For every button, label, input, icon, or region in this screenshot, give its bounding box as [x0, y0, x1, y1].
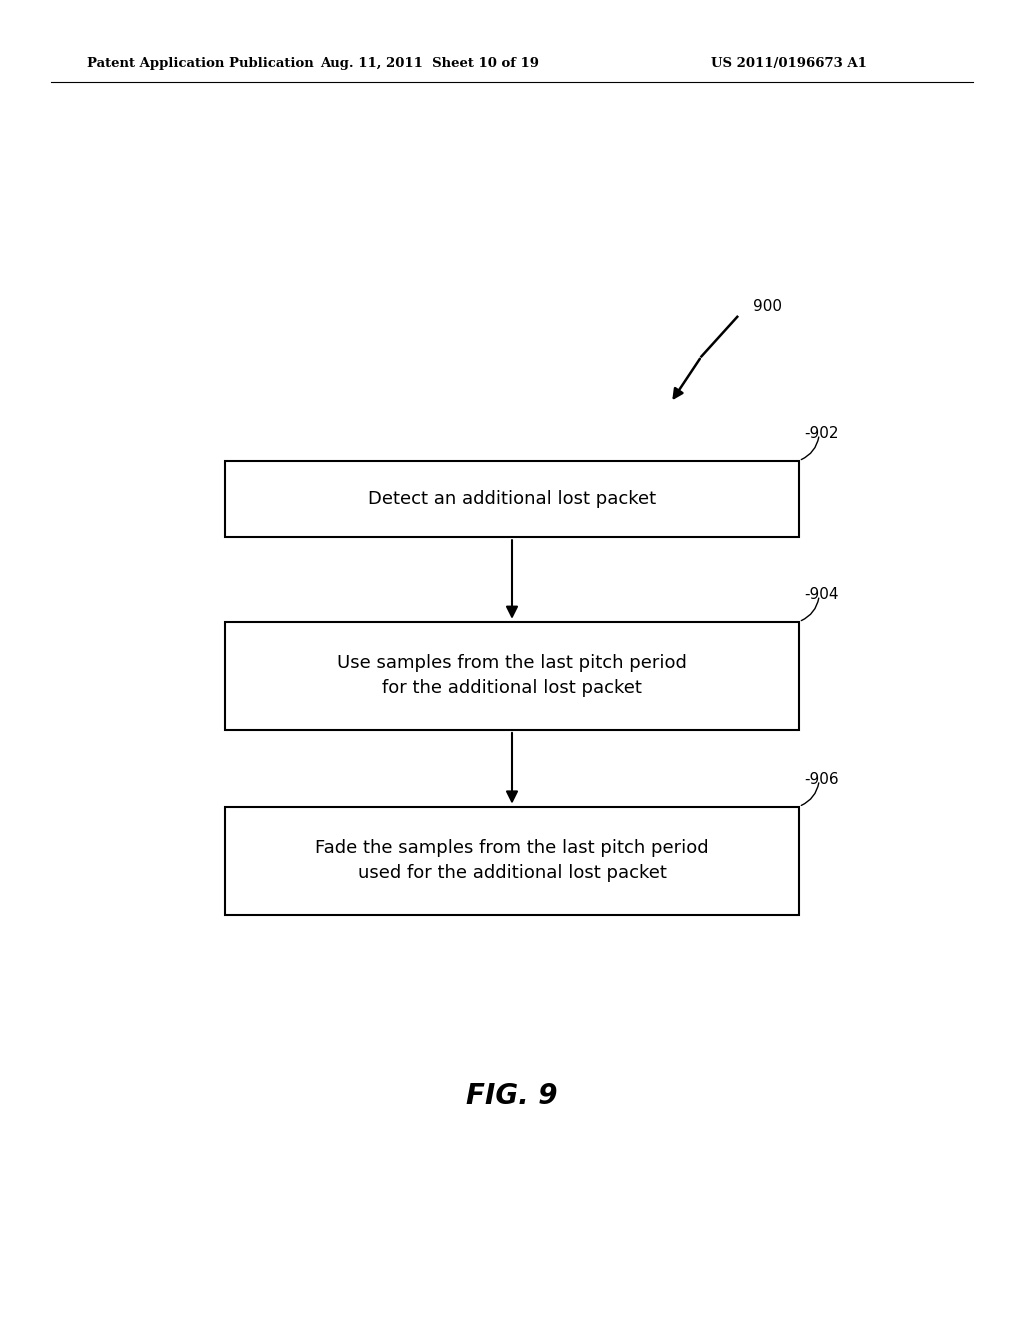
Text: Fade the samples from the last pitch period
used for the additional lost packet: Fade the samples from the last pitch per…	[315, 840, 709, 882]
Text: Use samples from the last pitch period
for the additional lost packet: Use samples from the last pitch period f…	[337, 655, 687, 697]
Text: FIG. 9: FIG. 9	[466, 1081, 558, 1110]
Text: Detect an additional lost packet: Detect an additional lost packet	[368, 490, 656, 508]
Text: Aug. 11, 2011  Sheet 10 of 19: Aug. 11, 2011 Sheet 10 of 19	[321, 57, 540, 70]
Text: 900: 900	[753, 300, 781, 314]
Text: US 2011/0196673 A1: US 2011/0196673 A1	[711, 57, 866, 70]
Text: -904: -904	[804, 587, 839, 602]
Text: Patent Application Publication: Patent Application Publication	[87, 57, 313, 70]
Text: -902: -902	[804, 426, 839, 441]
Bar	[225, 622, 799, 730]
Bar	[225, 461, 799, 537]
Bar	[225, 807, 799, 915]
Text: -906: -906	[804, 772, 839, 787]
